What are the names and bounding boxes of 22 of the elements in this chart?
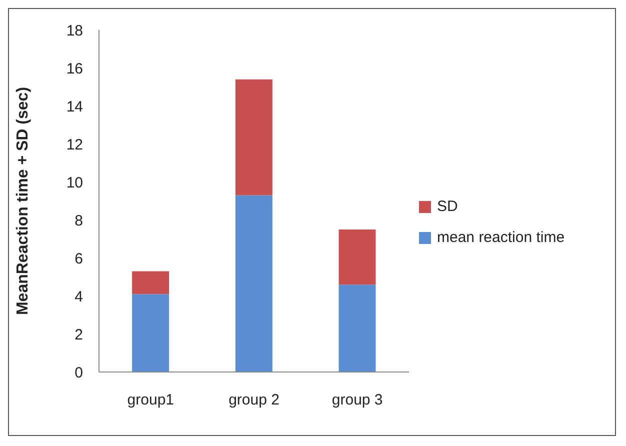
bar <box>338 230 376 285</box>
y-tick-label: 2 <box>74 326 83 344</box>
y-tick-label: 12 <box>66 136 83 154</box>
y-tick-label: 18 <box>66 22 83 40</box>
bar <box>235 79 272 196</box>
bar <box>132 294 170 372</box>
y-tick-label: 4 <box>74 288 83 306</box>
x-tick-label: group1 <box>127 392 174 409</box>
y-tick-label: 16 <box>66 60 83 78</box>
bar <box>235 195 272 372</box>
y-tick-label: 14 <box>66 98 83 116</box>
x-tick-label: group 2 <box>228 392 280 409</box>
legend-label: SD <box>437 198 458 215</box>
y-tick-label: 8 <box>74 212 83 230</box>
legend-label: mean reaction time <box>437 229 565 246</box>
bar <box>132 271 170 294</box>
bar <box>338 284 376 372</box>
x-tick-label: group 3 <box>332 392 383 409</box>
y-tick-label: 6 <box>74 250 83 268</box>
y-tick-label: 10 <box>66 174 83 192</box>
y-axis-title: MeanReaction time + SD (sec) <box>14 86 32 316</box>
y-tick-label: 0 <box>74 364 83 382</box>
